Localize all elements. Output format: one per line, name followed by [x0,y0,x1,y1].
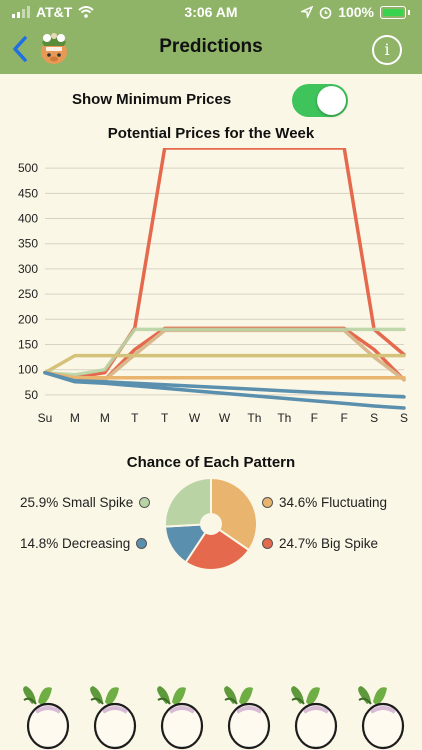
pie-slice [164,477,212,528]
x-tick-label: W [189,411,201,425]
wifi-icon [78,6,94,18]
legend-decreasing: 14.8% Decreasing [20,536,148,551]
legend-small-spike-dot [139,497,151,508]
x-tick-label: Su [38,411,53,425]
y-tick-label: 250 [18,287,38,301]
switch-knob [317,86,346,115]
battery-label: 100% [338,4,374,20]
pie-center-hole [200,513,222,535]
legend-decreasing-dot [136,538,148,549]
series-line [43,327,406,377]
legend-small-spike-label: 25.9% Small Spike [20,495,134,510]
legend-decreasing-label: 14.8% Decreasing [20,536,131,551]
back-chevron-icon[interactable] [8,32,32,66]
y-tick-label: 500 [18,161,38,175]
turnip-icon [23,686,70,750]
nav-bar: Predictions i [0,28,422,70]
turnip-icon [224,686,271,750]
x-tick-label: T [161,411,169,425]
pattern-pie-chart [164,477,258,571]
battery-charging-icon [380,5,406,19]
legend-fluctuating: 34.6% Fluctuating [262,495,387,510]
x-tick-label: M [70,411,80,425]
turnip-icon [358,686,405,750]
location-icon [301,6,314,18]
legend-big-spike-label: 24.7% Big Spike [279,536,379,551]
show-minimum-prices-row: Show Minimum Prices [0,84,422,118]
x-tick-label: W [219,411,231,425]
x-tick-label: Th [277,411,291,425]
x-tick-label: F [340,411,347,425]
x-tick-label: S [400,411,408,425]
header-bar: AT&T 3:06 AM 100% [0,0,422,74]
time-label: 3:06 AM [184,4,238,20]
pie-slice [184,522,251,571]
signal-icon [12,6,30,18]
x-tick-label: F [311,411,318,425]
legend-big-spike: 24.7% Big Spike [262,536,378,551]
pie-title: Chance of Each Pattern [126,454,296,471]
x-tick-label: M [100,411,110,425]
turnip-icon [157,686,204,750]
series-line [43,353,406,375]
carrier-label: AT&T [36,4,73,20]
villager-avatar-icon [41,33,67,64]
turnip-decoration-row [23,686,405,750]
y-tick-label: 200 [18,312,38,326]
y-tick-label: 400 [18,212,38,226]
series-line [43,370,406,380]
legend-big-spike-dot [262,538,273,549]
status-bar: AT&T 3:06 AM 100% [0,0,422,24]
turnip-icon [90,686,137,750]
series-line [43,370,406,410]
info-button[interactable]: i [372,35,402,65]
y-tick-label: 50 [25,388,39,402]
turnip-icon [291,686,338,750]
legend-fluctuating-dot [262,497,273,508]
y-tick-label: 150 [18,338,38,352]
chart-title: Potential Prices for the Week [107,125,315,142]
y-tick-label: 450 [18,186,38,200]
alarm-icon [319,6,332,19]
y-tick-label: 100 [18,363,38,377]
y-tick-label: 350 [18,237,38,251]
legend-fluctuating-label: 34.6% Fluctuating [279,495,388,510]
legend-small-spike: 25.9% Small Spike [20,495,151,510]
x-tick-label: Th [247,411,261,425]
pie-slice [210,477,258,552]
show-minimum-prices-label: Show Minimum Prices [72,91,232,108]
show-minimum-prices-switch[interactable] [292,84,348,117]
x-tick-label: S [370,411,378,425]
x-tick-label: T [131,411,139,425]
series-line [43,148,406,380]
page-title: Predictions [159,36,263,57]
y-tick-label: 300 [18,262,38,276]
potential-prices-chart: 50 100 150 200 250 300 350 400 450 500 Su M M T T W W Th T… [18,148,408,425]
